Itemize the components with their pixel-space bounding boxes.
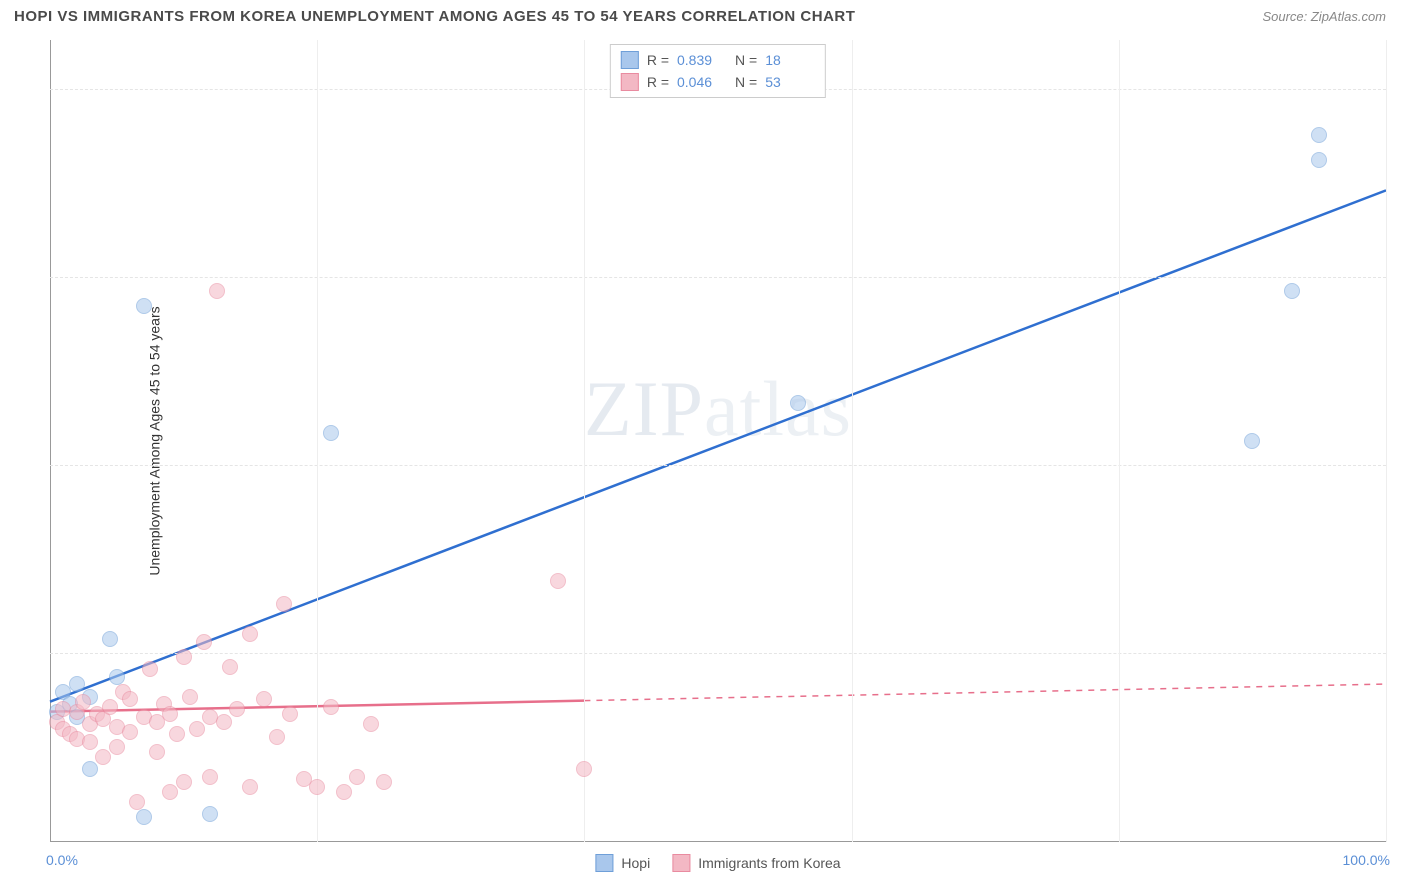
chart-header: HOPI VS IMMIGRANTS FROM KOREA UNEMPLOYME… (0, 0, 1406, 31)
r-value-korea: 0.046 (677, 74, 727, 90)
data-point (1244, 433, 1260, 449)
data-point (162, 784, 178, 800)
data-point (136, 298, 152, 314)
x-axis (50, 841, 1386, 842)
data-point (323, 425, 339, 441)
legend-label-hopi: Hopi (621, 855, 650, 871)
data-point (376, 774, 392, 790)
n-value-hopi: 18 (765, 52, 815, 68)
chart-area: Unemployment Among Ages 45 to 54 years Z… (50, 40, 1386, 842)
x-tick-min: 0.0% (46, 852, 78, 868)
watermark-bold: ZIP (584, 365, 704, 452)
data-point (109, 739, 125, 755)
series-legend: Hopi Immigrants from Korea (595, 854, 840, 872)
data-point (550, 573, 566, 589)
gridline (50, 277, 1386, 278)
data-point (136, 809, 152, 825)
legend-swatch-hopi (621, 51, 639, 69)
watermark: ZIPatlas (584, 364, 852, 454)
data-point (102, 699, 118, 715)
data-point (1284, 283, 1300, 299)
legend-row-korea: R = 0.046 N = 53 (621, 71, 815, 93)
legend-item-korea: Immigrants from Korea (672, 854, 840, 872)
data-point (122, 724, 138, 740)
correlation-legend: R = 0.839 N = 18 R = 0.046 N = 53 (610, 44, 826, 98)
chart-source: Source: ZipAtlas.com (1262, 9, 1386, 24)
data-point (576, 761, 592, 777)
data-point (176, 649, 192, 665)
data-point (95, 749, 111, 765)
vgridline (1119, 40, 1120, 842)
plot-region: ZIPatlas 7.5%15.0%22.5%30.0% (50, 40, 1386, 842)
r-value-hopi: 0.839 (677, 52, 727, 68)
data-point (202, 769, 218, 785)
legend-swatch-hopi-bottom (595, 854, 613, 872)
vgridline (317, 40, 318, 842)
gridline (50, 653, 1386, 654)
x-tick-max: 100.0% (1343, 852, 1390, 868)
data-point (222, 659, 238, 675)
vgridline (1386, 40, 1387, 842)
legend-item-hopi: Hopi (595, 854, 650, 872)
data-point (309, 779, 325, 795)
data-point (129, 794, 145, 810)
chart-title: HOPI VS IMMIGRANTS FROM KOREA UNEMPLOYME… (14, 8, 855, 25)
gridline (50, 465, 1386, 466)
data-point (82, 734, 98, 750)
data-point (209, 283, 225, 299)
legend-swatch-korea-bottom (672, 854, 690, 872)
data-point (69, 676, 85, 692)
vgridline (852, 40, 853, 842)
data-point (176, 774, 192, 790)
data-point (242, 626, 258, 642)
data-point (142, 661, 158, 677)
data-point (182, 689, 198, 705)
trend-lines (50, 40, 1386, 842)
data-point (276, 596, 292, 612)
legend-row-hopi: R = 0.839 N = 18 (621, 49, 815, 71)
legend-swatch-korea (621, 73, 639, 91)
data-point (229, 701, 245, 717)
data-point (349, 769, 365, 785)
data-point (1311, 152, 1327, 168)
data-point (149, 744, 165, 760)
n-value-korea: 53 (765, 74, 815, 90)
data-point (109, 669, 125, 685)
data-point (162, 706, 178, 722)
data-point (122, 691, 138, 707)
data-point (216, 714, 232, 730)
data-point (323, 699, 339, 715)
data-point (75, 694, 91, 710)
data-point (363, 716, 379, 732)
legend-label-korea: Immigrants from Korea (698, 855, 840, 871)
data-point (256, 691, 272, 707)
data-point (169, 726, 185, 742)
data-point (102, 631, 118, 647)
watermark-thin: atlas (704, 365, 852, 452)
data-point (790, 395, 806, 411)
data-point (282, 706, 298, 722)
data-point (242, 779, 258, 795)
data-point (189, 721, 205, 737)
data-point (196, 634, 212, 650)
data-point (82, 761, 98, 777)
data-point (336, 784, 352, 800)
data-point (202, 806, 218, 822)
data-point (269, 729, 285, 745)
data-point (1311, 127, 1327, 143)
vgridline (584, 40, 585, 842)
